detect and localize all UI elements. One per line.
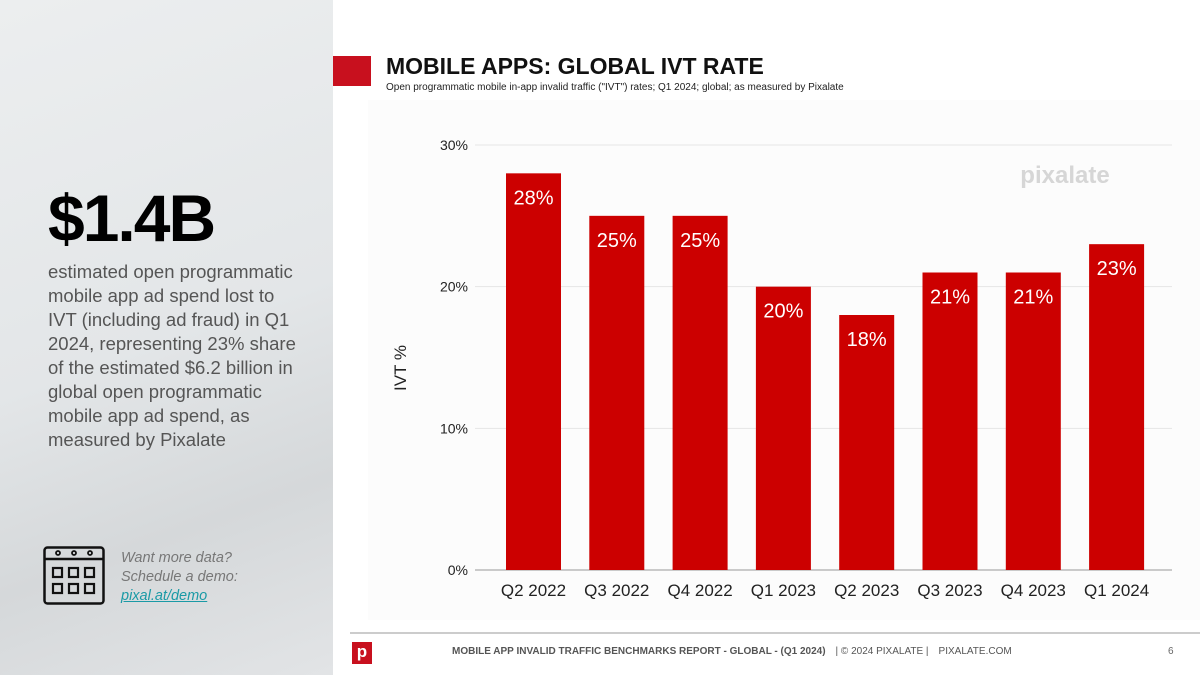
x-tick-label: Q3 2023 [917, 581, 982, 600]
title-accent-bar [333, 56, 371, 86]
x-tick-label: Q4 2023 [1001, 581, 1066, 600]
data-label: 25% [597, 230, 637, 252]
stat-description: estimated open programmatic mobile app a… [48, 261, 296, 450]
data-label: 20% [763, 301, 803, 323]
y-tick-label: 30% [440, 137, 468, 153]
bar [839, 315, 895, 570]
footer-text: MOBILE APP INVALID TRAFFIC BENCHMARKS RE… [452, 646, 1012, 657]
data-label: 23% [1097, 258, 1137, 280]
data-label: 21% [1013, 287, 1053, 309]
x-tick-label: Q1 2023 [751, 581, 816, 600]
footer-site[interactable]: PIXALATE.COM [938, 646, 1012, 657]
chart-title: MOBILE APPS: GLOBAL IVT RATE [386, 53, 764, 79]
footer-divider [350, 632, 1200, 634]
x-tick-label: Q4 2022 [667, 581, 732, 600]
bar [1005, 272, 1061, 570]
data-label: 18% [847, 329, 887, 351]
bar [506, 173, 561, 571]
chart-subtitle: Open programmatic mobile in-app invalid … [386, 82, 844, 93]
sidebar: $1.4B estimated open programmatic mobile… [0, 0, 333, 675]
bar [672, 215, 728, 571]
y-axis-label: IVT % [391, 345, 410, 391]
x-tick-label: Q2 2022 [501, 581, 566, 600]
bar [1089, 244, 1145, 570]
y-tick-label: 10% [440, 420, 468, 436]
x-tick-label: Q3 2022 [584, 581, 649, 600]
x-tick-label: Q1 2024 [1084, 581, 1149, 600]
data-label: 21% [930, 287, 970, 309]
bar [922, 272, 978, 570]
headline-stat: $1.4B [48, 181, 216, 255]
cta-line: Want more data? [121, 550, 232, 566]
demo-cta: Want more data? Schedule a demo: pixal.a… [121, 549, 238, 606]
y-tick-label: 0% [448, 562, 468, 578]
page-number: 6 [1168, 646, 1174, 657]
pixalate-logo: p [352, 642, 372, 664]
y-tick-label: 20% [440, 279, 468, 295]
watermark: pixalate [1020, 162, 1109, 189]
demo-link[interactable]: pixal.at/demo [121, 588, 208, 604]
footer-report: MOBILE APP INVALID TRAFFIC BENCHMARKS RE… [452, 646, 826, 657]
calendar-icon [43, 546, 105, 605]
x-tick-label: Q2 2023 [834, 581, 899, 600]
footer-copyright: | © 2024 PIXALATE | [835, 646, 929, 657]
data-label: 28% [513, 187, 553, 209]
bar [589, 215, 645, 571]
bar [755, 286, 811, 570]
cta-line: Schedule a demo: [121, 569, 238, 585]
data-label: 25% [680, 230, 720, 252]
